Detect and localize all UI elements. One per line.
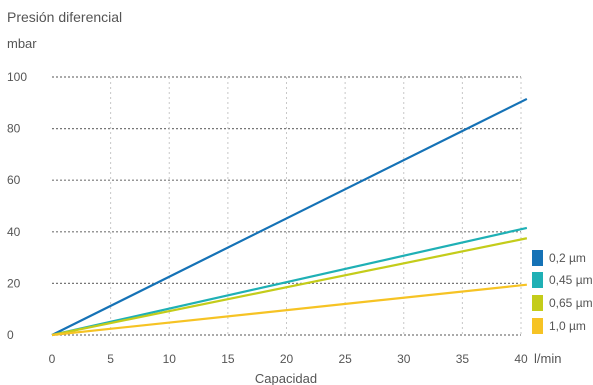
x-tick-labels: 0 5 10 15 20 25 30 35 40	[49, 352, 528, 366]
legend-swatch	[532, 295, 543, 311]
x-tick-label: 10	[163, 352, 177, 366]
legend-swatch	[532, 318, 543, 334]
legend: 0,2 µm 0,45 µm 0,65 µm 1,0 µm	[532, 250, 593, 334]
x-tick-label: 0	[49, 352, 56, 366]
series-lines	[51, 97, 528, 337]
legend-swatch	[532, 250, 543, 266]
x-tick-label: 35	[456, 352, 470, 366]
series-line	[51, 226, 528, 337]
x-axis-unit-label: l/min	[534, 351, 561, 366]
x-tick-label: 20	[280, 352, 294, 366]
legend-label: 0,2 µm	[549, 251, 586, 265]
y-tick-label: 20	[7, 276, 21, 290]
chart-title: Presión diferencial	[7, 9, 122, 25]
legend-label: 0,65 µm	[549, 296, 593, 310]
x-tick-label: 5	[107, 352, 114, 366]
legend-label: 0,45 µm	[549, 273, 593, 287]
y-tick-label: 100	[7, 70, 27, 84]
y-tick-label: 40	[7, 225, 21, 239]
y-tick-label: 80	[7, 122, 21, 136]
series-line	[51, 97, 528, 336]
x-tick-label: 15	[221, 352, 235, 366]
y-axis-unit-label: mbar	[7, 36, 37, 51]
series-line	[51, 237, 528, 337]
x-axis-label: Capacidad	[255, 371, 317, 385]
y-tick-label: 60	[7, 173, 21, 187]
grid	[52, 76, 522, 336]
series-line	[51, 283, 527, 337]
x-tick-label: 25	[338, 352, 352, 366]
legend-label: 1,0 µm	[549, 319, 586, 333]
x-tick-label: 30	[397, 352, 411, 366]
x-tick-label: 40	[514, 352, 528, 366]
legend-swatch	[532, 272, 543, 288]
y-tick-labels: 0 20 40 60 80 100	[7, 70, 27, 342]
y-tick-label: 0	[7, 328, 14, 342]
